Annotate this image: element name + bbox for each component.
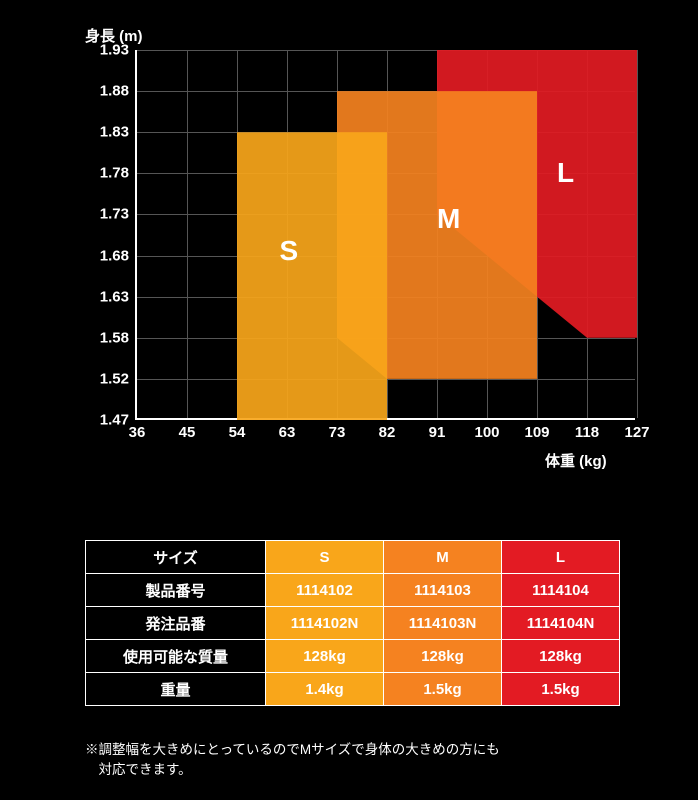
table-cell: 1114103N [384,607,502,640]
table-cell: 1.5kg [384,673,502,706]
table-row: 重量1.4kg1.5kg1.5kg [86,673,620,706]
x-tick-label: 73 [329,424,346,441]
footnote: ※調整幅を大きめにとっているのでMサイズで身体の大きめの方にも 対応できます。 [85,740,500,781]
table-row: 使用可能な質量128kg128kg128kg [86,640,620,673]
y-tick-label: 1.93 [100,42,129,59]
table-row: 発注品番1114102N1114103N1114104N [86,607,620,640]
footnote-line-1: ※調整幅を大きめにとっているのでMサイズで身体の大きめの方にも [85,742,500,757]
y-tick-label: 1.58 [100,329,129,346]
y-tick-label: 1.52 [100,370,129,387]
table-cell: 1114102N [266,607,384,640]
chart-regions [137,50,637,420]
x-tick-label: 91 [429,424,446,441]
table-row-header: 製品番号 [86,574,266,607]
table-cell: 1.4kg [266,673,384,706]
table-cell: 1114104 [502,574,620,607]
table-cell: 128kg [502,640,620,673]
table-cell: 128kg [384,640,502,673]
table-cell: M [384,541,502,574]
table-cell: S [266,541,384,574]
x-tick-label: 118 [575,424,599,441]
table-cell: L [502,541,620,574]
x-tick-label: 45 [179,424,196,441]
table-row-header: サイズ [86,541,266,574]
table-row: サイズSML [86,541,620,574]
table-row-header: 重量 [86,673,266,706]
y-tick-label: 1.88 [100,83,129,100]
size-region-S [237,132,387,420]
x-tick-label: 100 [474,424,499,441]
y-tick-label: 1.73 [100,206,129,223]
table-cell: 1114104N [502,607,620,640]
table-cell: 1114103 [384,574,502,607]
table-cell: 128kg [266,640,384,673]
x-tick-label: 109 [524,424,549,441]
x-tick-label: 54 [229,424,246,441]
y-tick-label: 1.78 [100,165,129,182]
x-axis-label: 体重 (kg) [545,450,607,471]
size-region-label-S: S [280,235,299,267]
x-tick-label: 127 [624,424,649,441]
x-tick-label: 63 [279,424,296,441]
table-row-header: 発注品番 [86,607,266,640]
table-cell: 1.5kg [502,673,620,706]
footnote-line-2: 対応できます。 [85,762,192,777]
y-tick-label: 1.63 [100,288,129,305]
gridline-vertical [637,50,638,418]
size-region-label-M: M [437,203,460,235]
x-tick-label: 36 [129,424,146,441]
y-tick-label: 1.83 [100,124,129,141]
y-tick-label: 1.68 [100,247,129,264]
x-tick-label: 82 [379,424,396,441]
chart-plot-area: 1.931.881.831.781.731.681.631.581.521.47… [135,50,635,420]
table-cell: 1114102 [266,574,384,607]
size-region-label-L: L [557,157,574,189]
y-tick-label: 1.47 [100,412,129,429]
table-row: 製品番号111410211141031114104 [86,574,620,607]
size-table: サイズSML製品番号111410211141031114104発注品番11141… [85,540,620,706]
table-row-header: 使用可能な質量 [86,640,266,673]
